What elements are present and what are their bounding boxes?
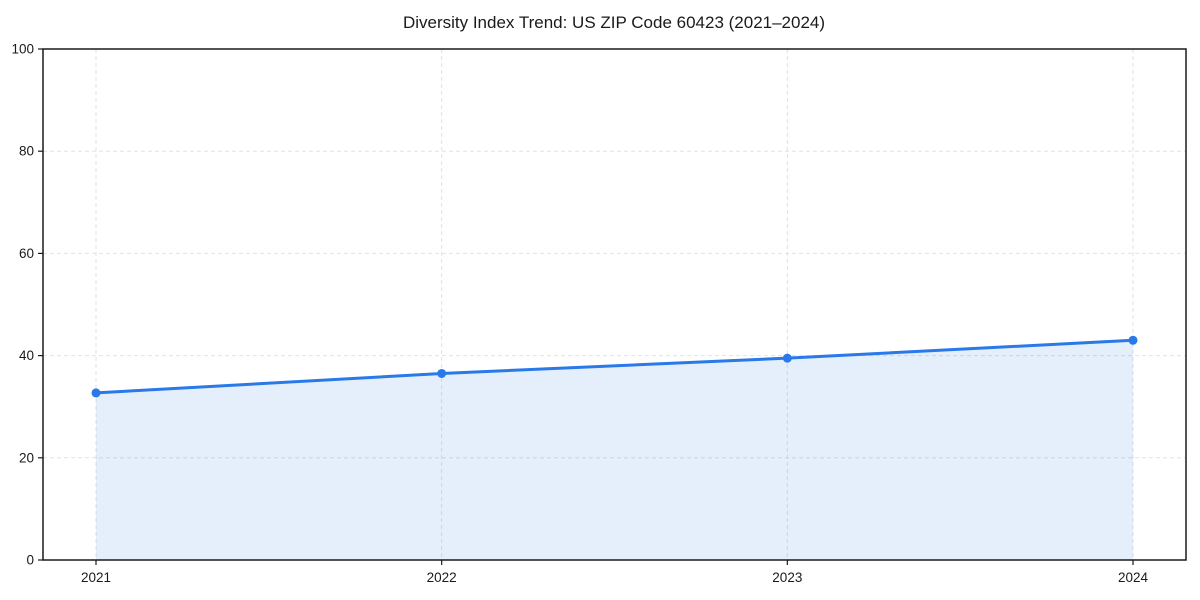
trend-line: [94, 338, 1135, 395]
y-tick-label: 80: [19, 144, 34, 159]
data-point-2021: [91, 388, 101, 398]
x-tick-label: 2024: [1118, 570, 1149, 585]
plot-area: 0 20 40 60 80 100 2021 2022 2023 2024: [11, 41, 1187, 585]
y-tick-label: 0: [26, 552, 34, 567]
area-fill: [96, 340, 1133, 560]
y-tick-label: 100: [11, 41, 34, 56]
x-tick-label: 2022: [427, 570, 457, 585]
x-tick-label: 2023: [772, 570, 802, 585]
y-tick-label: 40: [19, 348, 34, 363]
y-tick-label: 20: [19, 450, 34, 465]
x-tick-label: 2021: [81, 570, 111, 585]
data-point-2023: [782, 353, 792, 363]
y-tick-label: 60: [19, 246, 34, 261]
data-point-2024: [1128, 335, 1138, 345]
chart-title: Diversity Index Trend: US ZIP Code 60423…: [403, 13, 825, 32]
axes-spines: [42, 48, 1187, 561]
data-point-2022: [437, 368, 447, 378]
